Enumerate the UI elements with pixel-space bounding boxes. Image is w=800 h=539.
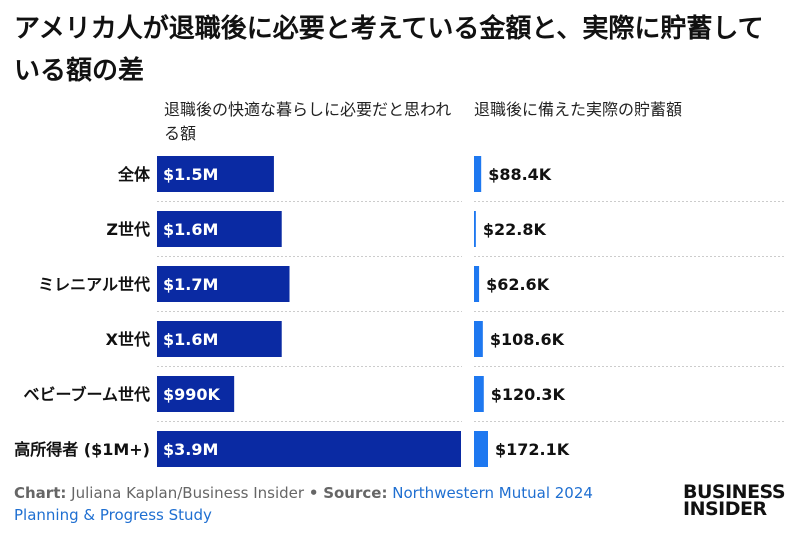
chart-credit-prefix: Chart:: [14, 484, 67, 502]
saved-value-label: $120.3K: [491, 385, 566, 404]
category-label: ミレニアル世代: [38, 275, 150, 294]
needed-bar: [157, 266, 290, 302]
saved-amount-header: 退職後に備えた実際の貯蓄額: [474, 100, 683, 119]
bar-chart: 全体 $1.5M $88.4K Z世代 $1.6M $22.8K ミレニアル世代 $1.7M $…: [14, 156, 786, 467]
needed-bar-label: $3.9M: [163, 440, 218, 459]
category-label: 高所得者 ($1M+): [14, 440, 150, 459]
saved-bar: [474, 376, 484, 412]
business-insider-logo: BUSINESS INSIDER: [683, 481, 787, 520]
saved-bar: [474, 431, 488, 467]
footer-bullet: •: [308, 484, 319, 502]
needed-bar-label: $1.6M: [163, 330, 218, 349]
source-prefix: Source:: [323, 484, 388, 502]
saved-bar: [474, 211, 476, 247]
needed-bar: [157, 211, 282, 247]
category-label: X世代: [106, 330, 150, 349]
needed-bar-label: $1.5M: [163, 165, 218, 184]
saved-bar: [474, 321, 483, 357]
saved-value-label: $62.6K: [486, 275, 550, 294]
saved-bar: [474, 266, 480, 302]
saved-bar: [474, 156, 482, 192]
category-label: ベビーブーム世代: [23, 385, 150, 404]
category-label: 全体: [117, 165, 151, 184]
needed-bar: [157, 321, 282, 357]
saved-value-label: $108.6K: [490, 330, 565, 349]
needed-bar-label: $1.6M: [163, 220, 218, 239]
chart-footer: Chart: Juliana Kaplan/Business Insider •…: [14, 482, 654, 526]
saved-value-label: $88.4K: [488, 165, 552, 184]
needed-amount-header: 退職後の快適な暮らしに必要だと思われる額: [164, 100, 452, 143]
logo-line-2: INSIDER: [683, 498, 767, 520]
source-link[interactable]: Northwestern Mutual 2024 Planning & Prog…: [14, 484, 593, 524]
chart-title: アメリカ人が退職後に必要と考えている金額と、実際に貯蓄している額の差: [14, 14, 764, 86]
saved-value-label: $22.8K: [483, 220, 547, 239]
needed-bar: [157, 156, 274, 192]
needed-bar: [157, 376, 235, 412]
needed-bar: [157, 431, 461, 467]
logo-line-1: BUSINESS: [683, 481, 786, 503]
saved-value-label: $172.1K: [495, 440, 570, 459]
needed-bar-label: $1.7M: [163, 275, 218, 294]
category-label: Z世代: [106, 220, 150, 239]
needed-bar-label: $990K: [163, 385, 221, 404]
chart-credit: Juliana Kaplan/Business Insider: [71, 484, 305, 502]
